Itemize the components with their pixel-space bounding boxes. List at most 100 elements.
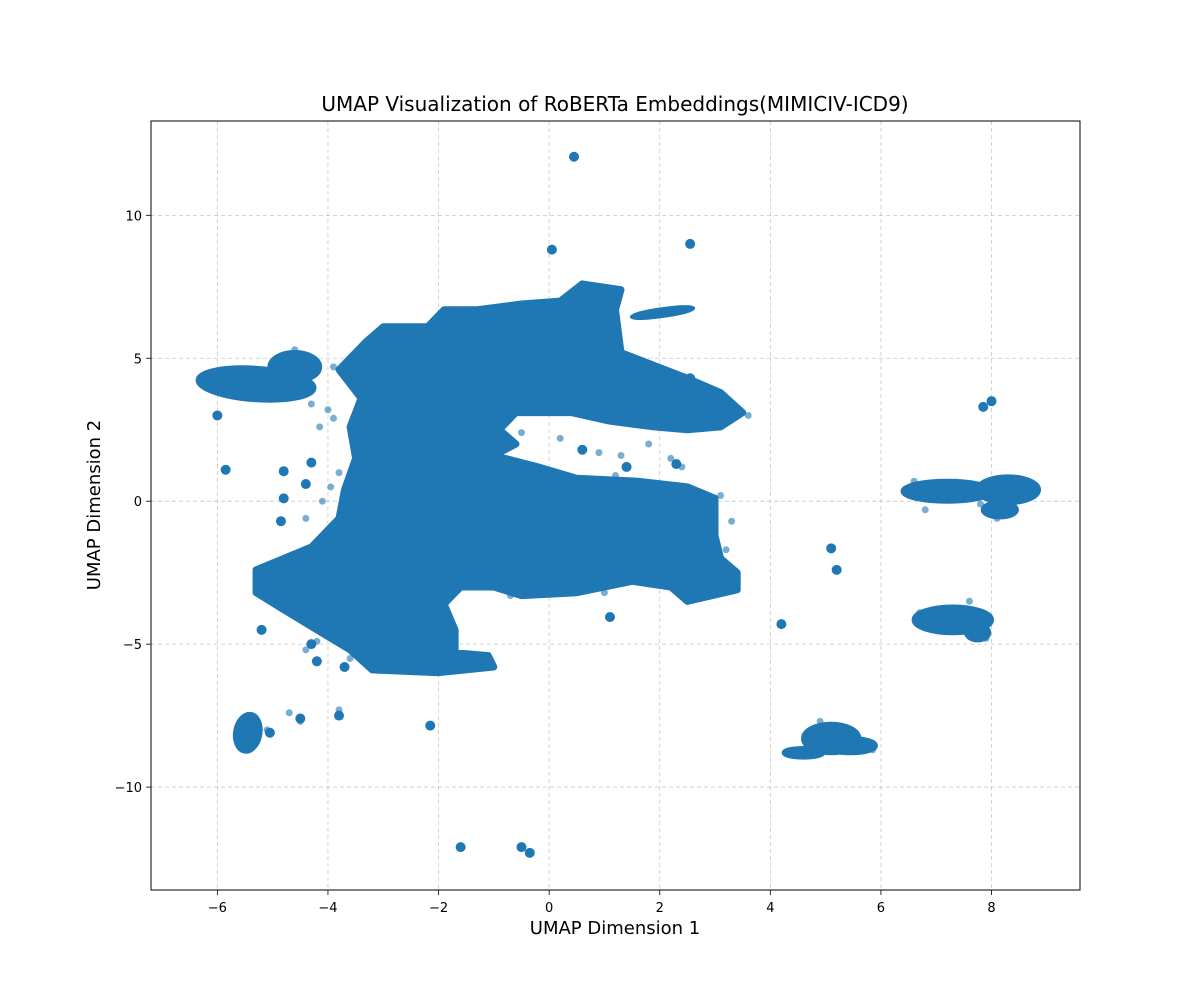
y-tick-label: 5 (134, 352, 142, 367)
y-tick-label: −5 (123, 638, 142, 653)
scatter-point (517, 429, 525, 437)
x-tick-label: −4 (318, 901, 337, 916)
axis-ticks: −6 −4 −2 0 2 4 6 8 −10 −5 0 5 10 (115, 209, 996, 916)
scatter-point (291, 346, 299, 354)
scatter-point (285, 709, 293, 717)
scatter-point (976, 500, 984, 508)
small-point-group (685, 238, 696, 249)
scatter-point (744, 411, 752, 419)
small-point-group (527, 356, 538, 367)
y-axis-label: UMAP Dimension 2 (84, 420, 105, 590)
scatter-point (728, 577, 736, 585)
small-point-group (574, 367, 585, 378)
scatter-point (302, 646, 310, 654)
scatter-point (335, 706, 343, 714)
small-point-group (425, 720, 436, 731)
small-point-group (212, 410, 223, 421)
scatter-point (728, 517, 736, 525)
scatter-point (965, 597, 973, 605)
main-point-mass (252, 280, 747, 677)
cluster-right-main-b (975, 474, 1042, 506)
small-point-group (546, 244, 557, 255)
scatter-point (678, 463, 686, 471)
y-tick-label: 0 (134, 495, 142, 510)
scatter-point (706, 560, 714, 568)
plot-frame (150, 120, 1081, 891)
scatter-point (717, 491, 725, 499)
chart-title: UMAP Visualization of RoBERTa Embeddings… (321, 92, 908, 116)
scatter-point (783, 749, 791, 757)
small-point-group (278, 493, 289, 504)
small-point-group (278, 466, 289, 477)
scatter-point (269, 577, 277, 585)
cluster-left-arm-tip (267, 350, 323, 384)
small-point-group (978, 401, 989, 412)
scatter-point (573, 289, 581, 297)
scatter-point (612, 314, 619, 322)
plot-area (195, 151, 1042, 858)
small-point-group (516, 842, 527, 853)
small-point-group (300, 479, 311, 490)
scatter-point (993, 514, 1001, 522)
scatter-point (650, 311, 658, 319)
small-point-group (334, 710, 345, 721)
scatter-point (285, 554, 293, 562)
scatter-point (363, 640, 371, 648)
scatter-point (352, 351, 360, 359)
scatter-point (296, 717, 304, 725)
cluster-bottom-left (232, 711, 263, 754)
x-tick-label: 4 (766, 901, 774, 916)
scatter-point (921, 506, 929, 514)
scatter-point (324, 406, 332, 414)
scatter-point (316, 423, 324, 431)
scatter-point (982, 634, 990, 642)
scatter-point (916, 609, 924, 617)
scatter-point (327, 483, 335, 491)
scatter-point (600, 589, 608, 597)
cluster-bottom-right-b (823, 735, 878, 756)
x-axis-label: UMAP Dimension 1 (530, 918, 700, 939)
scatter-point (910, 477, 918, 485)
small-point-group (220, 464, 231, 475)
cluster-top-right-strip (629, 304, 696, 321)
scatter-point (612, 471, 619, 479)
x-tick-label: 6 (877, 901, 885, 916)
small-point-group (621, 461, 632, 472)
cluster-right-main-c (980, 500, 1019, 520)
scatter-point (329, 363, 337, 371)
scatter-point (689, 592, 697, 600)
small-point-group (776, 619, 787, 630)
scatter-point (462, 657, 470, 665)
small-point-group (339, 662, 350, 673)
x-tick-label: 8 (987, 901, 995, 916)
y-tick-label: −10 (115, 781, 142, 796)
scatter-point (302, 514, 310, 522)
x-tick-label: −2 (429, 901, 448, 916)
small-point-group (311, 656, 322, 667)
scatter-point (346, 654, 354, 662)
small-point-group (275, 516, 286, 527)
small-point-group (577, 444, 588, 455)
scatter-point (645, 440, 653, 448)
x-tick-label: 0 (545, 901, 553, 916)
small-point-group (455, 842, 466, 853)
small-point-group (569, 151, 580, 162)
x-tick-label: 2 (656, 901, 664, 916)
small-point-group (524, 847, 535, 858)
x-tick-label: −6 (208, 901, 227, 916)
scatter-point (595, 449, 603, 457)
scatter-point (667, 454, 675, 462)
scatter-point (307, 400, 315, 408)
scatter-point (263, 726, 271, 734)
scatter-point (318, 497, 326, 505)
small-point-group (685, 373, 696, 384)
small-point-group (826, 543, 837, 554)
scatter-point (329, 414, 337, 422)
scatter-point (722, 546, 730, 554)
scatter-point (869, 746, 877, 754)
small-point-group (306, 457, 317, 468)
small-point-group (831, 564, 842, 575)
scatter-point (667, 309, 675, 317)
scatter-point (313, 637, 321, 645)
